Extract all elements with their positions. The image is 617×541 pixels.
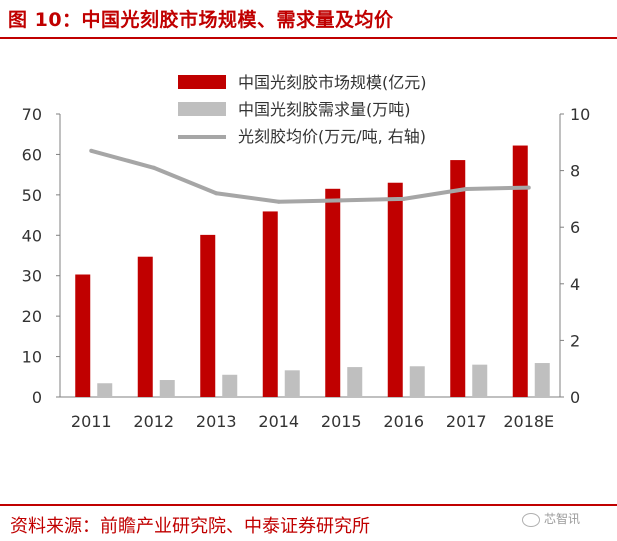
x-tick-label: 2012 (133, 412, 174, 431)
figure-title: 图 10：中国光刻胶市场规模、需求量及均价 (8, 9, 394, 31)
bar-demand (534, 363, 550, 397)
legend-label-market-size: 中国光刻胶市场规模(亿元) (238, 73, 427, 92)
point-avg-price (89, 148, 94, 153)
x-tick-label: 2016 (383, 412, 424, 431)
point-avg-price (401, 196, 406, 201)
y-right-tick-label: 8 (570, 162, 580, 181)
point-avg-price (526, 185, 531, 190)
bar-market-size (512, 145, 528, 397)
point-avg-price (214, 191, 219, 196)
point-avg-price (276, 199, 281, 204)
y-right-tick-label: 6 (570, 218, 580, 237)
bar-market-size (450, 160, 466, 397)
bar-demand (284, 370, 300, 397)
bar-market-size (200, 234, 216, 397)
bar-demand (409, 366, 425, 397)
bar-demand (347, 367, 363, 397)
x-tick-label: 2011 (71, 412, 112, 431)
bar-demand (222, 374, 238, 397)
point-avg-price (464, 186, 469, 191)
x-tick-label: 2017 (446, 412, 487, 431)
point-avg-price (339, 198, 344, 203)
x-tick-label: 2018E (503, 412, 554, 431)
watermark-text: 芯智讯 (544, 512, 581, 526)
legend-swatch-demand (178, 102, 226, 116)
y-left-tick-label: 10 (22, 348, 42, 367)
watermark: 芯智讯 (522, 510, 580, 527)
bar-market-size (75, 274, 91, 397)
bar-market-size (137, 256, 153, 397)
x-tick-label: 2014 (258, 412, 299, 431)
y-left-tick-label: 0 (32, 388, 42, 407)
y-left-tick-label: 20 (22, 307, 42, 326)
bar-market-size (387, 182, 403, 397)
bar-market-size (262, 211, 278, 397)
wechat-icon (522, 512, 540, 527)
y-left-tick-label: 40 (22, 226, 42, 245)
y-right-tick-label: 2 (570, 331, 580, 350)
y-left-tick-label: 60 (22, 145, 42, 164)
y-right-tick-label: 10 (570, 105, 590, 124)
source-note: 资料来源：前瞻产业研究院、中泰证券研究所 (10, 516, 370, 537)
title-rule (0, 37, 617, 39)
bar-demand (472, 364, 488, 397)
bar-market-size (325, 188, 341, 397)
point-avg-price (151, 165, 156, 170)
y-left-tick-label: 30 (22, 267, 42, 286)
legend-label-demand: 中国光刻胶需求量(万吨) (238, 100, 411, 119)
legend-label-avg-price: 光刻胶均价(万元/吨, 右轴) (238, 127, 426, 146)
legend-swatch-market-size (178, 75, 226, 89)
x-tick-label: 2013 (196, 412, 237, 431)
bar-demand (97, 383, 113, 397)
y-right-tick-label: 4 (570, 275, 580, 294)
y-left-tick-label: 50 (22, 186, 42, 205)
y-right-tick-label: 0 (570, 388, 580, 407)
bar-demand (159, 380, 175, 397)
chart-area: 0 10 20 30 40 50 60 70 0 2 4 6 8 10 2011 2012 2013 2014 20… (22, 73, 591, 431)
line-avg-price (90, 148, 529, 204)
y-left-tick-label: 70 (22, 105, 42, 124)
source-rule (0, 504, 617, 506)
x-tick-label: 2015 (321, 412, 362, 431)
